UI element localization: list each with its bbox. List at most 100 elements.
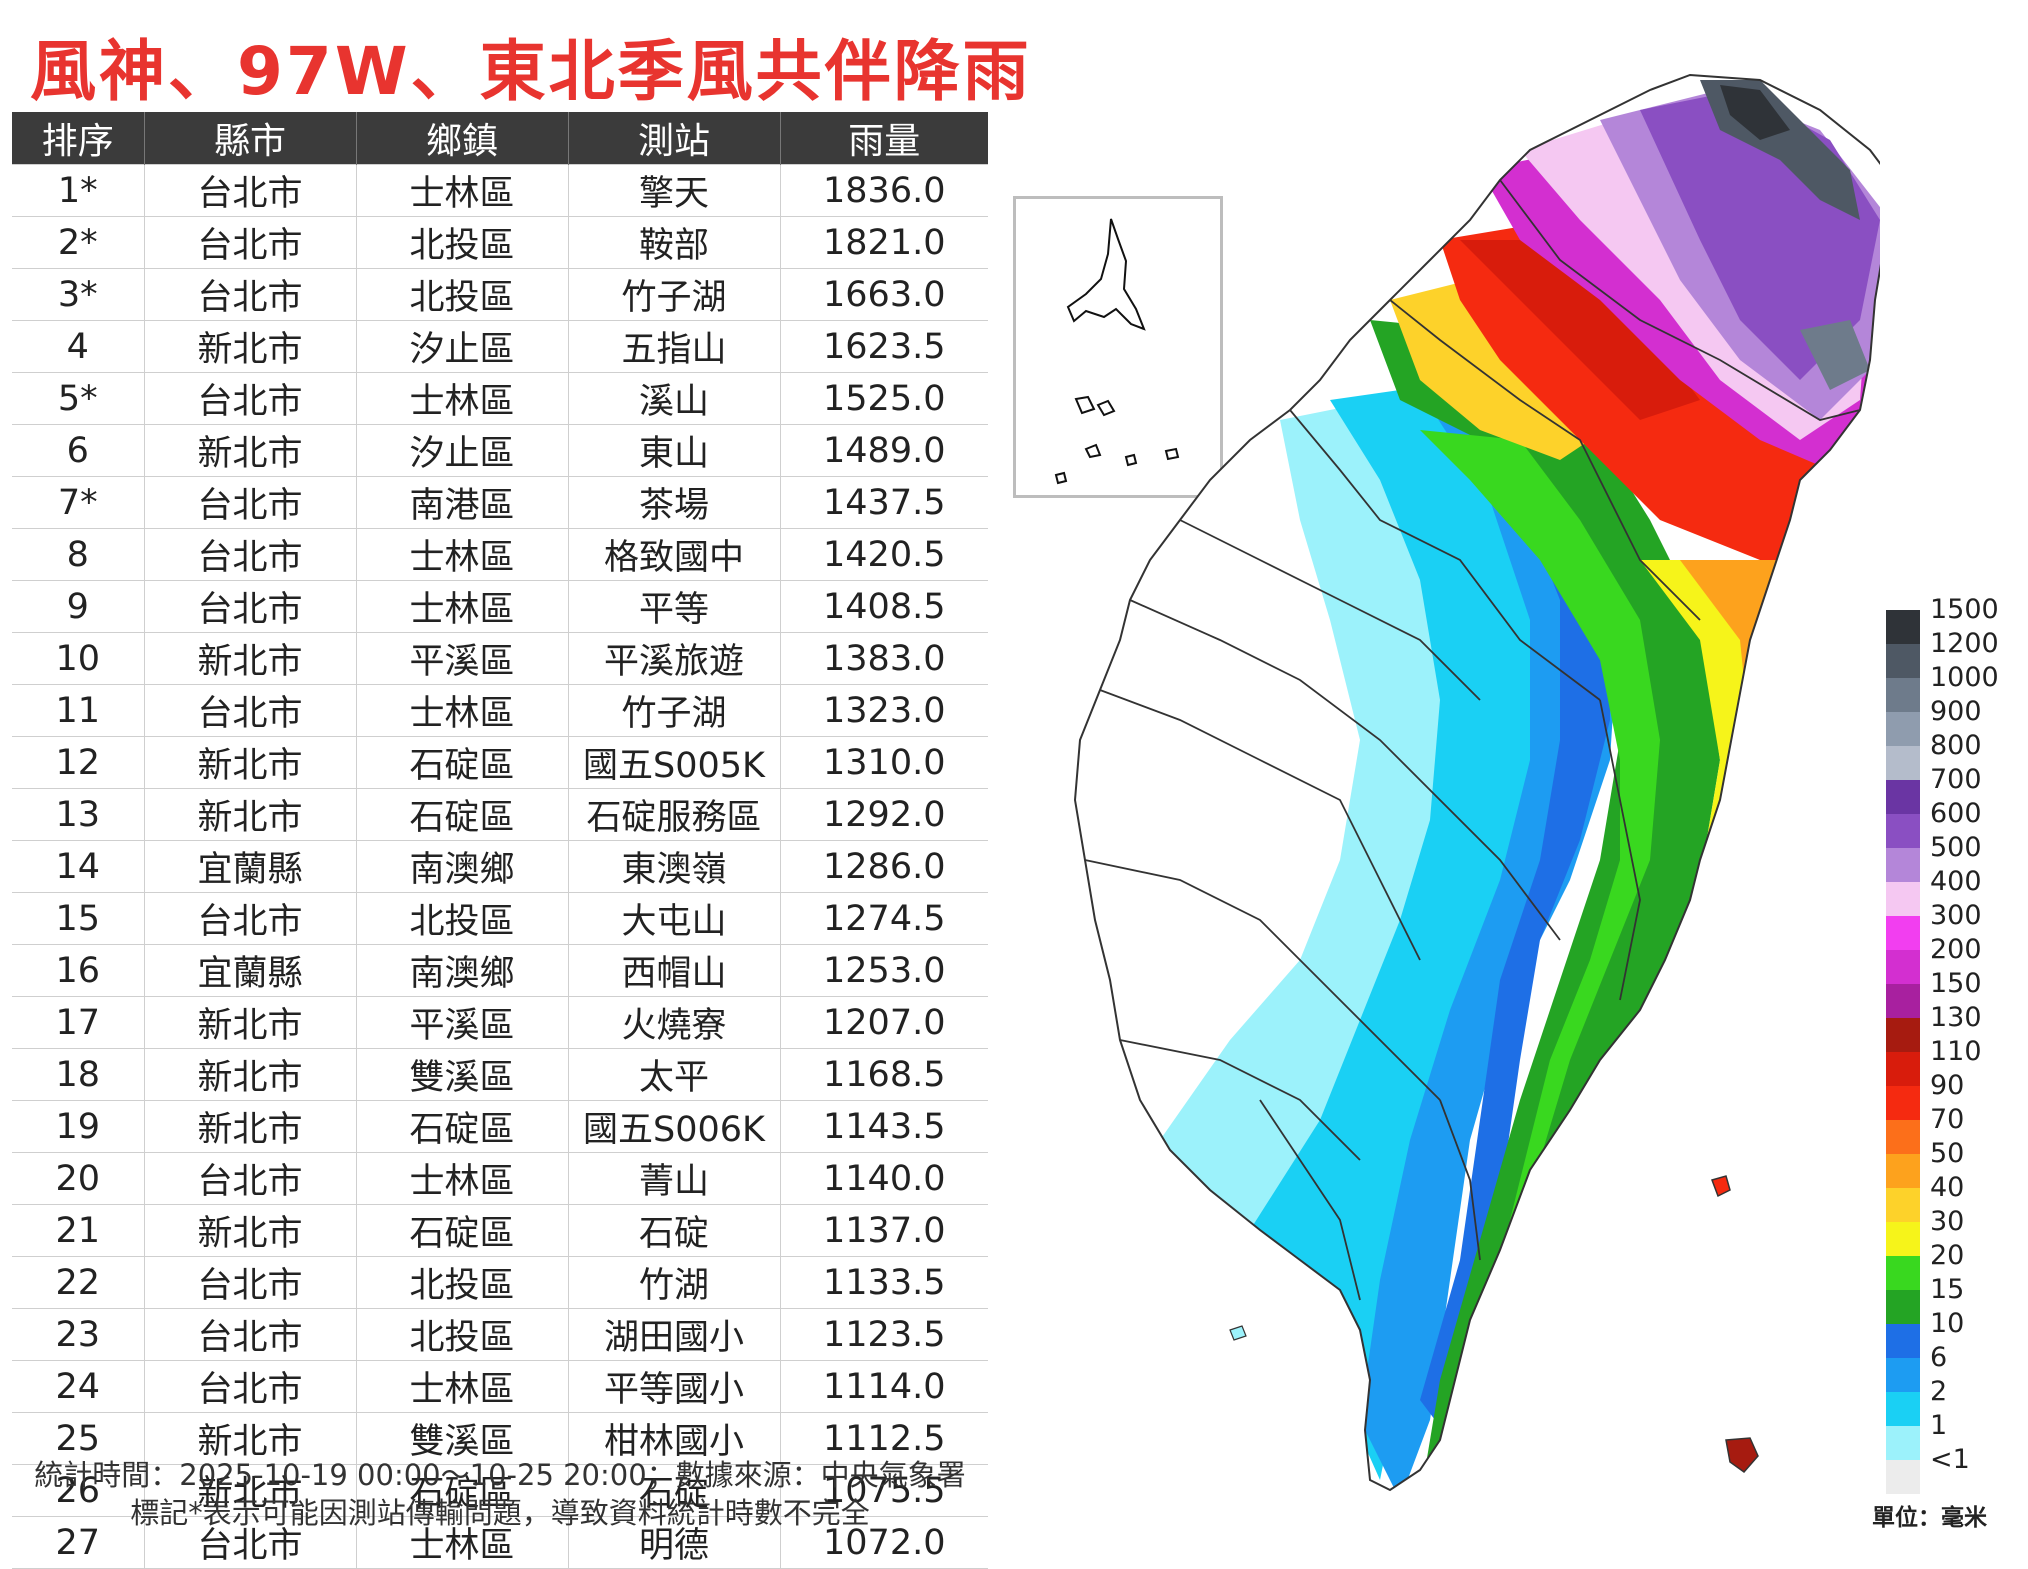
legend-swatch: [1886, 1256, 1920, 1290]
table-cell: 平等國小: [568, 1360, 781, 1413]
legend-swatch: [1886, 1324, 1920, 1358]
legend-entry: 1000: [1886, 662, 2026, 712]
table-cell: 15: [12, 892, 145, 945]
table-cell: 擎天: [568, 164, 781, 217]
table-cell: 26: [12, 1464, 145, 1517]
legend-entry: 700: [1886, 764, 2026, 814]
table-cell: 新北市: [144, 788, 357, 841]
legend-entry: 50: [1886, 1138, 2026, 1188]
legend-label: 130: [1930, 1002, 1982, 1033]
legend-label: 70: [1930, 1104, 1965, 1135]
table-cell: 1207.0: [780, 996, 988, 1049]
legend-swatch: [1886, 1290, 1920, 1324]
legend-entry: 30: [1886, 1206, 2026, 1256]
table-cell: 南澳鄉: [356, 840, 569, 893]
table-cell: 1489.0: [780, 424, 988, 477]
legend-label: 1000: [1930, 662, 1999, 693]
legend-label: 20: [1930, 1240, 1965, 1271]
legend-swatch: [1886, 1154, 1920, 1188]
legend-label: 1500: [1930, 594, 1999, 625]
table-cell: 溪山: [568, 372, 781, 425]
map-title: 風神、97W、東北季風共伴降雨: [30, 33, 1032, 110]
table-cell: 新北市: [144, 996, 357, 1049]
table-cell: 竹湖: [568, 1256, 781, 1309]
legend-swatch: [1886, 814, 1920, 848]
table-cell: 宜蘭縣: [144, 944, 357, 997]
table-cell: 格致國中: [568, 528, 781, 581]
table-cell: 1133.5: [780, 1256, 988, 1309]
table-cell: 1420.5: [780, 528, 988, 581]
legend-swatch: [1886, 1460, 1920, 1494]
table-cell: 五指山: [568, 320, 781, 373]
table-cell: 火燒寮: [568, 996, 781, 1049]
legend-label: 110: [1930, 1036, 1982, 1067]
table-cell: 鞍部: [568, 216, 781, 269]
table-row: 11 台北市 士林區 竹子湖 1323.0: [12, 684, 988, 737]
table-cell: 國五S006K: [568, 1100, 781, 1153]
legend-entry: 10: [1886, 1308, 2026, 1358]
legend-swatch: [1886, 848, 1920, 882]
table-cell: 1075.5: [780, 1464, 988, 1517]
legend-label: 40: [1930, 1172, 1965, 1203]
table-cell: 3*: [12, 268, 145, 321]
legend-entry: 300: [1886, 900, 2026, 950]
legend-entry: 200: [1886, 934, 2026, 984]
table-row: 20 台北市 士林區 菁山 1140.0: [12, 1152, 988, 1205]
table-cell: 台北市: [144, 476, 357, 529]
table-cell: 石碇區: [356, 1464, 569, 1517]
table-row: 14 宜蘭縣 南澳鄉 東澳嶺 1286.0: [12, 840, 988, 893]
legend-label: 1: [1930, 1410, 1948, 1441]
table-cell: 1112.5: [780, 1412, 988, 1465]
table-row: 16 宜蘭縣 南澳鄉 西帽山 1253.0: [12, 944, 988, 997]
legend-swatch: [1886, 1018, 1920, 1052]
table-cell: 16: [12, 944, 145, 997]
table-cell: 士林區: [356, 580, 569, 633]
table-row: 2* 台北市 北投區 鞍部 1821.0: [12, 216, 988, 269]
legend-swatch: [1886, 1120, 1920, 1154]
table-cell: 大屯山: [568, 892, 781, 945]
table-cell: 平溪區: [356, 996, 569, 1049]
legend-unit: 單位：毫米: [1872, 1505, 1987, 1531]
table-cell: 竹子湖: [568, 268, 781, 321]
table-cell: 1408.5: [780, 580, 988, 633]
legend-label: 600: [1930, 798, 1982, 829]
legend-label: 800: [1930, 730, 1982, 761]
legend-swatch: [1886, 916, 1920, 950]
table-cell: 1525.0: [780, 372, 988, 425]
table-cell: 新北市: [144, 1204, 357, 1257]
table-row: 17 新北市 平溪區 火燒寮 1207.0: [12, 996, 988, 1049]
table-cell: 台北市: [144, 1256, 357, 1309]
legend-entry: 1: [1886, 1410, 2026, 1460]
legend-swatch: [1886, 780, 1920, 814]
legend-entry: 900: [1886, 696, 2026, 746]
table-cell: 1821.0: [780, 216, 988, 269]
table-cell: 新北市: [144, 424, 357, 477]
table-cell: 24: [12, 1360, 145, 1413]
legend-swatch: [1886, 1188, 1920, 1222]
table-cell: 7*: [12, 476, 145, 529]
table-cell: 國五S005K: [568, 736, 781, 789]
table-cell: 1323.0: [780, 684, 988, 737]
table-cell: 湖田國小: [568, 1308, 781, 1361]
table-cell: 北投區: [356, 216, 569, 269]
table-cell: 北投區: [356, 268, 569, 321]
table-cell: 2*: [12, 216, 145, 269]
table-cell: 東山: [568, 424, 781, 477]
table-cell: 4: [12, 320, 145, 373]
legend-swatch: [1886, 1222, 1920, 1256]
table-row: 15 台北市 北投區 大屯山 1274.5: [12, 892, 988, 945]
table-cell: 1286.0: [780, 840, 988, 893]
table-cell: 台北市: [144, 216, 357, 269]
legend-entry: 500: [1886, 832, 2026, 882]
legend-label: 200: [1930, 934, 1982, 965]
table-row: 25 新北市 雙溪區 柑林國小 1112.5: [12, 1412, 988, 1465]
table-cell: 士林區: [356, 1360, 569, 1413]
legend-entry: 110: [1886, 1036, 2026, 1086]
legend-label: 300: [1930, 900, 1982, 931]
table-cell: 19: [12, 1100, 145, 1153]
table-cell: 17: [12, 996, 145, 1049]
table-cell: 士林區: [356, 684, 569, 737]
table-cell: 1292.0: [780, 788, 988, 841]
table-cell: 台北市: [144, 1308, 357, 1361]
legend-label: 6: [1930, 1342, 1948, 1373]
